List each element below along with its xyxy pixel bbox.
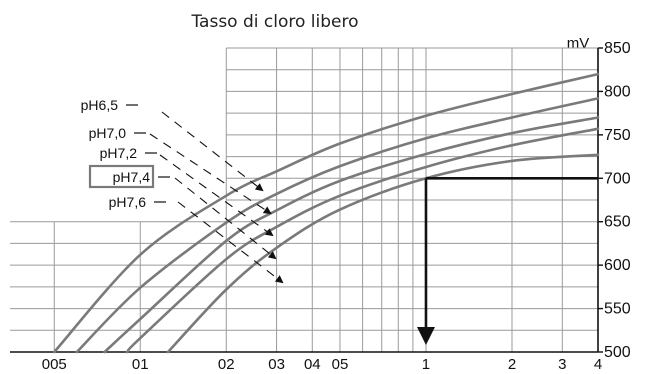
legend-entry: pH7,2 xyxy=(100,145,274,237)
legend-label: pH7,4 xyxy=(113,169,151,185)
x-tick-label: 4 xyxy=(594,356,602,373)
legend-label: pH7,0 xyxy=(89,125,127,141)
legend-label: pH7,2 xyxy=(100,145,138,161)
x-tick-label: 005 xyxy=(42,356,67,373)
series-line xyxy=(53,72,600,354)
y-tick-label: 750 xyxy=(604,127,631,144)
series-line xyxy=(125,127,600,354)
y-tick-labels: 500 550 600 650 700 750 800 850 xyxy=(598,40,631,361)
legend-label: pH7,6 xyxy=(109,194,147,210)
legend-entry: pH7,6 xyxy=(109,194,284,284)
grid xyxy=(10,47,599,353)
series-line xyxy=(75,97,600,354)
y-axis-unit: mV xyxy=(567,35,590,52)
series-line xyxy=(103,116,600,354)
legend-leader-arrow xyxy=(161,111,264,192)
legend-label: pH6,5 xyxy=(81,97,119,113)
series-curves xyxy=(53,72,600,354)
legend-leader-arrow xyxy=(174,177,277,260)
x-tick-label: 01 xyxy=(132,356,149,373)
x-tick-label: 03 xyxy=(268,356,285,373)
reading-annotation xyxy=(416,176,598,345)
chart-title: Tasso di cloro libero xyxy=(190,12,358,32)
x-tick-label: 3 xyxy=(558,356,566,373)
series-line xyxy=(166,153,600,354)
legend-highlight-box xyxy=(88,164,155,189)
x-tick-label: 05 xyxy=(332,356,349,373)
y-tick-label: 800 xyxy=(604,83,631,100)
legend-entry: pH7,0 xyxy=(89,125,272,215)
y-tick-label: 850 xyxy=(604,40,631,57)
x-tick-label: 1 xyxy=(422,356,430,373)
y-tick-label: 600 xyxy=(604,257,631,274)
y-tick-label: 650 xyxy=(604,214,631,231)
legend-leader-arrow xyxy=(159,154,274,237)
legend-leader-arrow xyxy=(177,201,284,284)
y-tick-label: 700 xyxy=(604,170,631,187)
legend: pH6,5 pH7,0 pH7,2 pH7,4 pH7,6 xyxy=(81,97,284,284)
legend-entry: pH6,5 xyxy=(81,97,264,192)
y-tick-label: 550 xyxy=(604,301,631,318)
legend-entry: pH7,4 xyxy=(88,164,277,260)
x-tick-label: 04 xyxy=(304,356,321,373)
legend-leader-arrow xyxy=(149,133,272,215)
x-tick-label: 02 xyxy=(218,356,235,373)
x-tick-label: 2 xyxy=(508,356,516,373)
y-tick-label: 500 xyxy=(604,344,631,361)
x-tick-labels: 005 01 02 03 04 05 1 2 3 4 xyxy=(42,356,602,373)
